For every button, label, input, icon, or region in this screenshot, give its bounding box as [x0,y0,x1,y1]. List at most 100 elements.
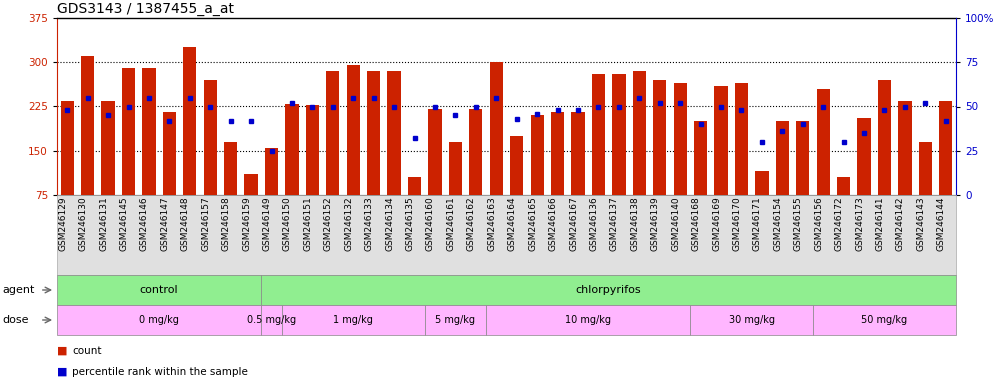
Text: GSM246135: GSM246135 [405,196,414,251]
Text: GSM246150: GSM246150 [283,196,292,251]
Text: GSM246139: GSM246139 [650,196,659,251]
Bar [551,113,564,239]
Text: GSM246168: GSM246168 [691,196,700,251]
Bar [837,177,851,239]
Bar [244,174,258,239]
Bar [368,71,380,239]
Bar [102,101,115,239]
Text: GSM246167: GSM246167 [569,196,578,251]
Bar [877,80,891,239]
Text: GSM246145: GSM246145 [120,196,128,251]
Text: GSM246141: GSM246141 [875,196,884,251]
Text: GSM246164: GSM246164 [508,196,517,251]
Text: GSM246144: GSM246144 [937,196,946,251]
Text: GSM246133: GSM246133 [365,196,374,251]
Text: GSM246131: GSM246131 [99,196,109,251]
Text: GSM246143: GSM246143 [916,196,925,251]
Bar [858,118,871,239]
Bar [796,121,810,239]
Text: 10 mg/kg: 10 mg/kg [565,315,612,325]
Text: GSM246169: GSM246169 [712,196,721,251]
Text: chlorpyrifos: chlorpyrifos [576,285,641,295]
Text: GSM246165: GSM246165 [528,196,537,251]
Bar [714,86,728,239]
Bar [326,71,340,239]
Text: ■: ■ [57,367,68,377]
Bar [510,136,523,239]
Text: GSM246149: GSM246149 [263,196,272,251]
Text: GSM246151: GSM246151 [304,196,313,251]
Text: GSM246155: GSM246155 [794,196,803,251]
Text: GSM246163: GSM246163 [487,196,496,251]
Bar [306,105,319,239]
Text: GSM246136: GSM246136 [590,196,599,251]
Bar [142,68,155,239]
Bar [613,74,625,239]
Text: GSM246158: GSM246158 [222,196,231,251]
Text: 50 mg/kg: 50 mg/kg [862,315,907,325]
Text: GSM246172: GSM246172 [835,196,844,251]
Bar [694,121,707,239]
Text: GSM246154: GSM246154 [773,196,782,251]
Text: 5 mg/kg: 5 mg/kg [435,315,475,325]
Text: GSM246146: GSM246146 [140,196,149,251]
Text: GSM246132: GSM246132 [345,196,354,251]
Bar [531,115,544,239]
Text: GSM246157: GSM246157 [201,196,210,251]
Bar [183,48,196,239]
Text: GSM246138: GSM246138 [630,196,639,251]
Bar [776,121,789,239]
Text: GSM246134: GSM246134 [385,196,394,251]
Text: GSM246160: GSM246160 [426,196,435,251]
Bar [592,74,606,239]
Bar [653,80,666,239]
Bar [918,142,932,239]
Bar [449,142,462,239]
Bar [428,109,441,239]
Bar [408,177,421,239]
Bar [490,62,503,239]
Text: GSM246162: GSM246162 [467,196,476,251]
Text: GSM246152: GSM246152 [324,196,333,251]
Text: GSM246166: GSM246166 [549,196,558,251]
Bar [572,113,585,239]
Text: ■: ■ [57,346,68,356]
Text: dose: dose [2,315,29,325]
Bar [224,142,237,239]
Bar [285,104,299,239]
Text: 1 mg/kg: 1 mg/kg [334,315,374,325]
Bar [203,80,217,239]
Text: GSM246140: GSM246140 [671,196,680,251]
Bar [387,71,400,239]
Text: GSM246137: GSM246137 [610,196,619,251]
Bar [817,89,830,239]
Text: 0.5 mg/kg: 0.5 mg/kg [247,315,296,325]
Bar [735,83,748,239]
Bar [673,83,687,239]
Text: GSM246142: GSM246142 [896,196,905,251]
Bar [939,101,952,239]
Text: agent: agent [2,285,35,295]
Text: GSM246161: GSM246161 [446,196,455,251]
Text: count: count [72,346,102,356]
Text: 30 mg/kg: 30 mg/kg [729,315,775,325]
Bar [61,101,74,239]
Text: GSM246170: GSM246170 [732,196,741,251]
Text: GSM246159: GSM246159 [242,196,251,251]
Bar [347,65,360,239]
Text: GSM246173: GSM246173 [855,196,865,251]
Text: control: control [139,285,178,295]
Bar [632,71,646,239]
Bar [898,101,911,239]
Text: GSM246130: GSM246130 [79,196,88,251]
Bar [755,171,769,239]
Text: GSM246129: GSM246129 [58,196,67,251]
Bar [122,68,135,239]
Text: GSM246156: GSM246156 [814,196,823,251]
Text: GSM246147: GSM246147 [160,196,169,251]
Text: GDS3143 / 1387455_a_at: GDS3143 / 1387455_a_at [57,2,234,16]
Bar [162,113,176,239]
Bar [81,56,95,239]
Text: GSM246148: GSM246148 [181,196,190,251]
Bar [265,148,278,239]
